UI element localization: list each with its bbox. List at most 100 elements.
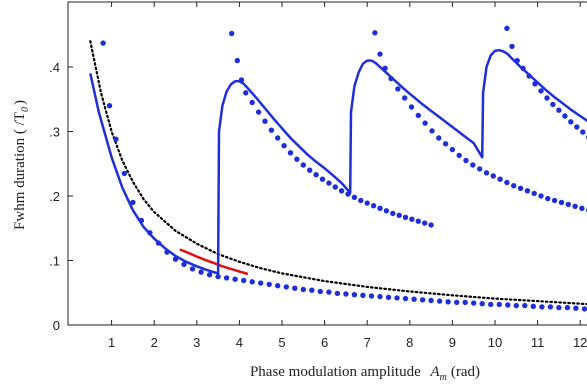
- x-tick-label: 7: [364, 335, 371, 350]
- data-point: [562, 113, 568, 119]
- data-point: [581, 306, 587, 312]
- data-point: [234, 57, 240, 64]
- data-point: [382, 65, 388, 72]
- data-point: [319, 176, 326, 182]
- data-point: [388, 75, 394, 82]
- data-point: [572, 203, 578, 209]
- data-point: [198, 269, 204, 275]
- x-axis-label-unit: (rad): [451, 364, 480, 380]
- data-point: [511, 183, 517, 189]
- x-tick-label: 11: [531, 335, 545, 350]
- y-tick-label: .4: [49, 60, 60, 75]
- data-point: [100, 40, 106, 46]
- data-point: [580, 129, 586, 135]
- data-point: [556, 304, 562, 311]
- data-point: [409, 216, 415, 222]
- data-point: [249, 99, 255, 106]
- data-point: [164, 249, 170, 255]
- x-tick-label: 1: [108, 335, 115, 350]
- data-point: [372, 30, 378, 36]
- data-point: [436, 298, 443, 304]
- data-point: [531, 190, 537, 197]
- data-point: [428, 297, 434, 304]
- data-point: [229, 30, 235, 37]
- data-point: [428, 222, 434, 228]
- data-point: [522, 302, 528, 309]
- data-point: [422, 120, 428, 126]
- y-tick-label: .1: [49, 254, 60, 269]
- data-point: [338, 188, 345, 194]
- data-point: [113, 136, 119, 142]
- data-point: [504, 179, 510, 186]
- data-point: [294, 156, 300, 162]
- y-tick-label: .2: [49, 189, 60, 204]
- x-ticks: 1 2 3 4 5 6 7 8 9 10 11 12: [108, 2, 587, 350]
- data-point: [402, 214, 409, 220]
- data-point: [579, 205, 585, 211]
- data-point: [520, 65, 526, 72]
- x-tick-label: 6: [321, 335, 328, 350]
- data-point: [408, 104, 415, 110]
- data-point: [497, 176, 503, 182]
- y-tick-label: 0: [53, 318, 60, 333]
- data-point: [422, 220, 428, 226]
- data-point: [326, 180, 332, 186]
- series-line-2: [89, 48, 587, 275]
- data-point: [463, 157, 469, 164]
- data-point: [556, 107, 562, 113]
- data-point: [449, 146, 456, 153]
- data-point: [394, 295, 400, 301]
- data-point: [509, 43, 515, 50]
- data-point: [292, 285, 298, 291]
- data-point: [326, 289, 332, 295]
- data-point: [532, 81, 538, 87]
- data-point: [442, 141, 449, 147]
- x-tick-label: 8: [406, 335, 413, 350]
- data-point: [544, 95, 550, 101]
- data-point: [181, 261, 187, 268]
- data-point: [488, 301, 494, 308]
- y-ticks: 0 .1 .2 .3 .4: [49, 60, 73, 333]
- data-point: [471, 300, 477, 306]
- data-point: [517, 185, 524, 191]
- data-point: [364, 200, 370, 206]
- data-point: [343, 291, 349, 297]
- data-point: [385, 294, 392, 300]
- data-point: [309, 287, 315, 293]
- data-point: [155, 240, 162, 246]
- x-tick-label: 12: [573, 335, 587, 350]
- data-point: [530, 303, 536, 309]
- data-point: [215, 273, 221, 280]
- data-point: [573, 305, 579, 311]
- data-point: [121, 170, 128, 177]
- data-point: [370, 203, 377, 209]
- data-point: [504, 25, 510, 31]
- x-axis-label-subscript: m: [440, 372, 447, 383]
- y-axis-label-subscript: 0: [20, 107, 31, 112]
- data-point: [368, 293, 375, 299]
- data-point: [462, 299, 468, 306]
- data-point: [313, 172, 319, 178]
- data-point: [232, 276, 238, 282]
- y-axis-label-close: ): [12, 100, 28, 105]
- plot-frame: [67, 1, 587, 326]
- data-point: [283, 284, 289, 290]
- data-point: [550, 101, 556, 108]
- data-point: [206, 272, 213, 278]
- data-point: [147, 230, 153, 236]
- x-tick-label: 4: [236, 335, 243, 350]
- data-point: [545, 195, 551, 202]
- y-axis-label-text: Fwhm duration ( /T: [12, 112, 28, 230]
- data-point: [564, 304, 571, 311]
- data-point: [189, 266, 196, 272]
- series-4: [229, 30, 434, 228]
- data-point: [300, 162, 306, 168]
- data-point: [275, 283, 281, 289]
- data-point: [377, 293, 383, 300]
- data-point: [383, 208, 390, 214]
- data-point: [415, 112, 421, 119]
- data-point: [317, 288, 323, 295]
- data-point: [238, 77, 245, 83]
- data-point: [445, 299, 451, 305]
